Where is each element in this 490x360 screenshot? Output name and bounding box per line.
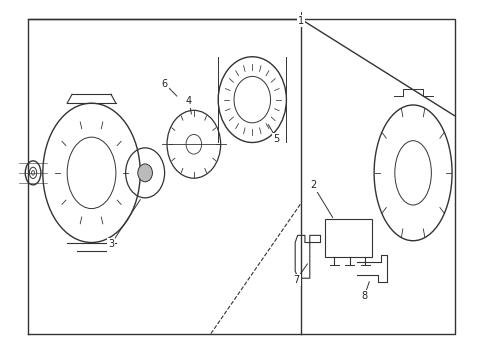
- Ellipse shape: [138, 164, 152, 182]
- Text: 8: 8: [361, 291, 368, 301]
- Bar: [325, 219, 372, 257]
- Text: 2: 2: [310, 180, 317, 190]
- Text: 3: 3: [108, 239, 114, 249]
- Text: 6: 6: [162, 78, 168, 89]
- Text: 4: 4: [186, 96, 192, 107]
- Text: 5: 5: [273, 134, 280, 144]
- Text: 7: 7: [293, 275, 299, 285]
- Text: 1: 1: [298, 16, 304, 26]
